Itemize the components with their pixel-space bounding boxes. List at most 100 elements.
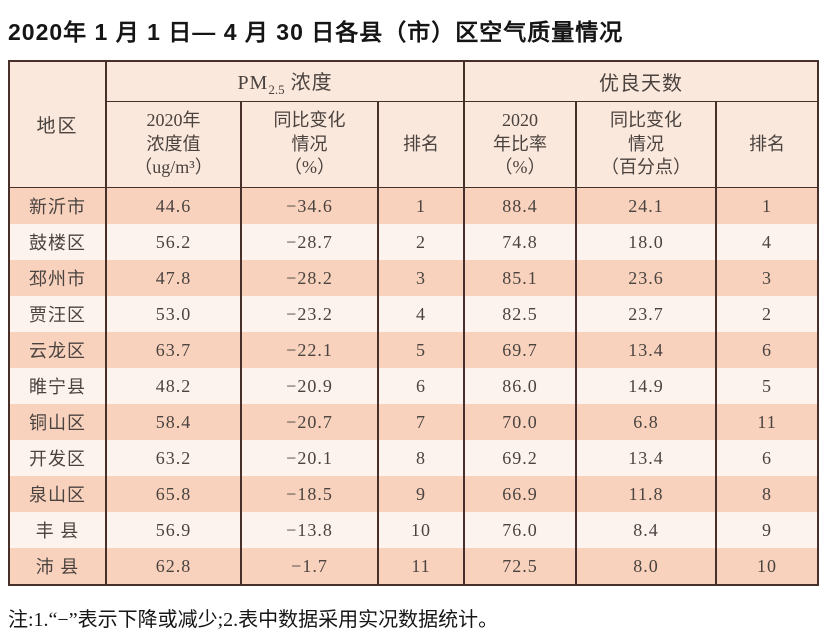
header-line: （%） [494,157,546,178]
table-row: 云龙区 63.7 −22.1 5 69.7 13.4 6 [8,332,820,368]
region-cell: 贾汪区 [8,296,107,332]
pm-change-cell: −18.5 [240,476,379,512]
header-good-rate: 2020 年比率 （%） [463,101,578,188]
region-cell: 睢宁县 [8,368,107,404]
table-header: 地区 PM2.5 浓度 优良天数 2020年 浓度值 （ug/m³） 同比变化 … [8,61,820,188]
header-region: 地区 [8,61,107,188]
pm-value-cell: 44.6 [105,187,242,224]
header-line: 同比变化 [610,109,683,130]
pm-rank-cell: 3 [376,260,466,296]
good-rank-cell: 3 [715,260,820,296]
good-rate-cell: 74.8 [463,224,578,260]
region-cell: 铜山区 [8,404,107,440]
pm-value-cell: 62.8 [105,548,242,585]
good-rate-cell: 82.5 [463,296,578,332]
page-title: 2020年 1 月 1 日— 4 月 30 日各县（市）区空气质量情况 [8,19,624,45]
pm-value-cell: 63.2 [105,440,242,476]
table-row: 铜山区 58.4 −20.7 7 70.0 6.8 11 [8,404,820,440]
good-change-cell: 14.9 [575,368,718,404]
good-rate-cell: 76.0 [463,512,578,548]
header-line: 排名 [749,133,786,154]
header-line: 年比率 [493,133,548,154]
good-rank-cell: 6 [715,332,820,368]
header-sub-row: 2020年 浓度值 （ug/m³） 同比变化 情况 （%） 排名 2020 年比… [9,101,820,188]
good-rate-cell: 70.0 [463,404,578,440]
good-rank-cell: 1 [715,187,820,224]
good-rate-cell: 66.9 [463,476,578,512]
table-body: 新沂市 44.6 −34.6 1 88.4 24.1 1 鼓楼区 56.2 −2… [8,187,820,585]
good-change-cell: 18.0 [575,224,718,260]
good-rank-cell: 4 [715,224,820,260]
good-rate-cell: 88.4 [463,187,578,224]
pm-change-cell: −28.7 [240,224,379,260]
header-line: 情况 [291,133,328,154]
region-cell: 鼓楼区 [8,224,107,260]
pm-rank-cell: 11 [376,548,466,585]
good-rank-cell: 10 [715,548,820,585]
pm-change-cell: −20.1 [240,440,379,476]
pm-change-cell: −23.2 [240,296,379,332]
good-rank-cell: 8 [715,476,820,512]
table-row: 睢宁县 48.2 −20.9 6 86.0 14.9 5 [8,368,820,404]
region-cell: 泉山区 [8,476,107,512]
table-row: 丰 县 56.9 −13.8 10 76.0 8.4 9 [8,512,820,548]
pm25-label-suffix: 浓度 [284,71,333,94]
pm-value-cell: 56.2 [105,224,242,260]
pm-rank-cell: 6 [376,368,466,404]
pm-value-cell: 53.0 [105,296,242,332]
region-cell: 沛 县 [8,548,107,585]
header-group-row: 地区 PM2.5 浓度 优良天数 [8,61,820,188]
pm-value-cell: 63.7 [105,332,242,368]
region-cell: 新沂市 [8,187,107,224]
pm25-label-subscript: 2.5 [268,81,285,97]
good-rank-cell: 5 [715,368,820,404]
pm-value-cell: 48.2 [105,368,242,404]
good-change-cell: 13.4 [575,332,718,368]
header-line: （ug/m³） [134,157,213,178]
table-row: 贾汪区 53.0 −23.2 4 82.5 23.7 2 [8,296,820,332]
header-good-rank: 排名 [715,101,820,188]
header-pm-value: 2020年 浓度值 （ug/m³） [105,101,242,188]
good-rate-cell: 85.1 [463,260,578,296]
header-pm-change: 同比变化 情况 （%） [240,101,379,188]
pm-rank-cell: 1 [376,187,466,224]
table-row: 新沂市 44.6 −34.6 1 88.4 24.1 1 [8,187,820,224]
pm-value-cell: 47.8 [105,260,242,296]
header-line: （%） [284,157,335,178]
header-group-pm25: PM2.5 浓度 [104,61,466,102]
good-change-cell: 13.4 [575,440,718,476]
table-row: 开发区 63.2 −20.1 8 69.2 13.4 6 [8,440,820,476]
table-row: 邳州市 47.8 −28.2 3 85.1 23.6 3 [8,260,820,296]
good-change-cell: 23.7 [575,296,718,332]
pm-change-cell: −20.7 [240,404,379,440]
pm-change-cell: −28.2 [240,260,379,296]
header-good-change: 同比变化 情况 （百分点） [575,101,718,188]
header-line: 同比变化 [273,109,346,130]
region-cell: 开发区 [8,440,107,476]
good-change-cell: 23.6 [575,260,718,296]
table-row: 沛 县 62.8 −1.7 11 72.5 8.0 10 [8,548,820,585]
pm-rank-cell: 8 [376,440,466,476]
pm-value-cell: 65.8 [105,476,242,512]
air-quality-table: 地区 PM2.5 浓度 优良天数 2020年 浓度值 （ug/m³） 同比变化 … [8,60,820,586]
pm-change-cell: −1.7 [240,548,379,585]
header-pm-rank: 排名 [376,101,466,188]
good-change-cell: 8.0 [575,548,718,585]
good-rate-cell: 86.0 [463,368,578,404]
pm-change-cell: −34.6 [240,187,379,224]
pm-rank-cell: 4 [376,296,466,332]
region-cell: 云龙区 [8,332,107,368]
pm-rank-cell: 5 [376,332,466,368]
good-rate-cell: 69.7 [463,332,578,368]
table-row: 泉山区 65.8 −18.5 9 66.9 11.8 8 [8,476,820,512]
pm-rank-cell: 9 [376,476,466,512]
good-change-cell: 8.4 [575,512,718,548]
good-rate-cell: 69.2 [463,440,578,476]
header-line: 排名 [403,133,440,154]
pm-change-cell: −20.9 [240,368,379,404]
pm-rank-cell: 10 [376,512,466,548]
header-group-good-days: 优良天数 [463,61,820,102]
region-cell: 丰 县 [8,512,107,548]
good-rank-cell: 11 [715,404,820,440]
table-row: 鼓楼区 56.2 −28.7 2 74.8 18.0 4 [8,224,820,260]
